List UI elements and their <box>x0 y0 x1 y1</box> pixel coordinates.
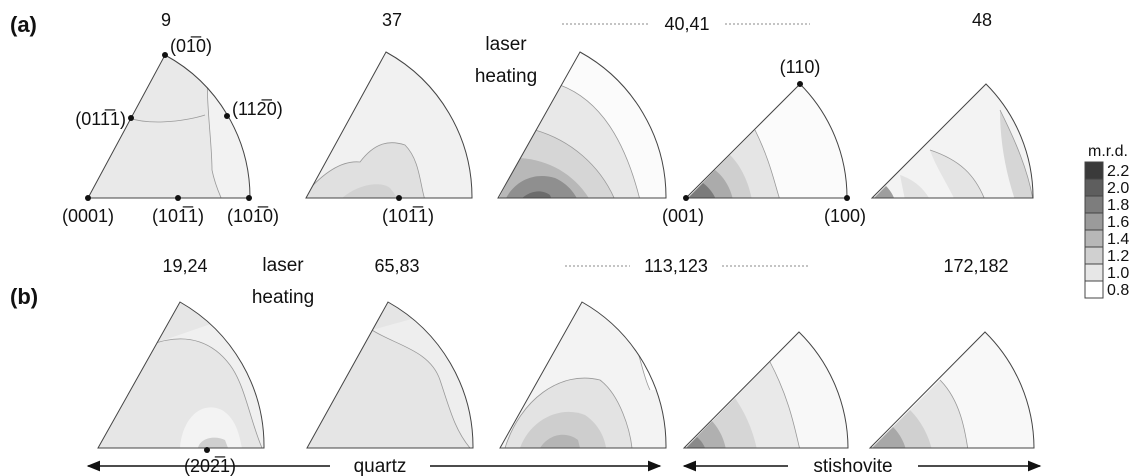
legend-level-label: 1.8 <box>1107 197 1129 214</box>
miller-label-right: (112̅0) <box>232 99 283 119</box>
pressure-label-b2: 65,83 <box>374 256 419 276</box>
legend-swatch <box>1084 229 1104 248</box>
laser-heating-label-a-line2: heating <box>475 66 537 87</box>
pressure-label-a1: 9 <box>161 10 171 30</box>
legend-level-label: 2.2 <box>1107 163 1129 180</box>
miller-label-bottom-right: (101̅0) <box>227 206 279 226</box>
pressure-label-a3: 40,41 <box>664 14 709 34</box>
row-label-b: (b) <box>10 284 38 309</box>
legend-level-label: 1.0 <box>1107 265 1129 282</box>
pole-figure-quartz-b3 <box>499 301 667 449</box>
legend-swatch <box>1084 263 1104 282</box>
legend-swatch <box>1084 178 1104 197</box>
miller-label-bottom-mid: (101̅1) <box>152 206 204 226</box>
laser-heating-label-b-line1: laser <box>262 255 304 276</box>
miller-label-top: (01̅0) <box>170 36 212 56</box>
pressure-label-b1: 19,24 <box>162 256 207 276</box>
section-label-stishovite: stishovite <box>813 456 892 476</box>
legend-swatch <box>1084 246 1104 265</box>
pole-figure-quartz-b1 <box>97 301 265 453</box>
pole-figure-quartz-a2 <box>305 51 473 201</box>
laser-heating-label-a-line1: laser <box>485 34 527 55</box>
legend-swatch <box>1084 195 1104 214</box>
pole-figure-stishovite-a5 <box>870 83 1034 199</box>
pressure-label-b4: 172,182 <box>943 256 1008 276</box>
legend-level-label: 0.8 <box>1107 282 1129 299</box>
section-label-quartz: quartz <box>354 456 407 476</box>
miller-label-quartz-a2-bottom: (101̅1) <box>382 206 434 226</box>
miller-label-stishovite-top: (110) <box>780 57 821 77</box>
pole-figure-stishovite-b5 <box>868 331 1035 449</box>
pole-figure-quartz-b2 <box>306 301 474 449</box>
legend-level-label: 1.6 <box>1107 214 1129 231</box>
pressure-label-a2: 37 <box>382 10 402 30</box>
miller-label-bottom-left: (0001) <box>62 206 114 226</box>
laser-heating-label-b-line2: heating <box>252 287 314 308</box>
legend-swatch <box>1084 280 1104 299</box>
legend-swatch <box>1084 161 1104 180</box>
miller-label-left: (011̅1) <box>75 109 126 129</box>
pressure-label-a4: 48 <box>972 10 992 30</box>
pole-figure-stishovite-b4 <box>682 331 849 449</box>
legend-level-label: 1.2 <box>1107 248 1129 265</box>
legend-colorbar: 2.22.01.81.61.41.21.00.8 <box>1084 161 1129 299</box>
pressure-label-b3: 113,123 <box>644 256 708 276</box>
legend-level-label: 2.0 <box>1107 180 1129 197</box>
miller-label-stishovite-bottom-right: (100) <box>824 206 866 226</box>
legend-title: m.r.d. <box>1088 143 1128 160</box>
miller-label-stishovite-bottom-left: (001) <box>662 206 704 226</box>
legend-level-label: 1.4 <box>1107 231 1129 248</box>
pole-figure-stishovite-a4 <box>683 81 850 201</box>
legend-swatch <box>1084 212 1104 231</box>
row-label-a: (a) <box>10 12 37 37</box>
